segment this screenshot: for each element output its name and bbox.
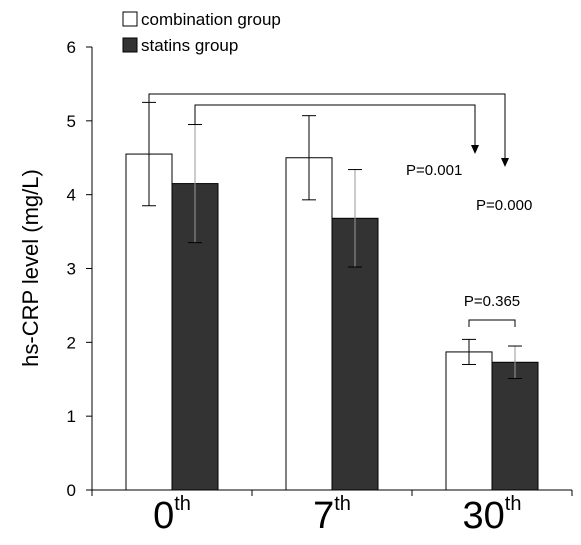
significance-bracket (194, 104, 476, 147)
arrow-head (501, 158, 509, 167)
legend-label: combination group (141, 10, 281, 29)
significance-annotations: P=0.001 P=0.000 P=0.365 (148, 93, 532, 327)
p-value-label: P=0.365 (464, 293, 520, 310)
bar-combination-2 (445, 351, 493, 491)
x-category-label: 7th (313, 493, 351, 537)
x-category-label: 0th (153, 493, 191, 537)
bar-statins-2 (491, 361, 539, 491)
legend-swatch-statins (122, 37, 138, 53)
y-tick-label: 6 (67, 38, 76, 57)
y-tick-label: 4 (67, 186, 76, 205)
y-tick-label: 5 (67, 112, 76, 131)
y-tick-label: 1 (67, 407, 76, 426)
bar-combination-1 (285, 157, 333, 491)
x-category-label: 30th (463, 493, 522, 537)
axes: 0 1 2 3 4 5 6 0th 7th 30th (67, 38, 573, 537)
significance-bracket (468, 319, 516, 327)
legend-swatch-combination (122, 11, 138, 27)
legend: combination group statins group (122, 10, 281, 55)
y-axis-label: hs-CRP level (mg/L) (18, 169, 43, 367)
error-bars (142, 101, 522, 380)
y-tick-label: 3 (67, 260, 76, 279)
arrow-head (471, 145, 479, 154)
y-tick-label: 0 (67, 481, 76, 500)
y-tick-label: 2 (67, 333, 76, 352)
significance-bracket (148, 93, 506, 160)
p-value-label: P=0.000 (476, 197, 532, 214)
p-value-label: P=0.001 (406, 162, 462, 179)
legend-label: statins group (141, 36, 238, 55)
